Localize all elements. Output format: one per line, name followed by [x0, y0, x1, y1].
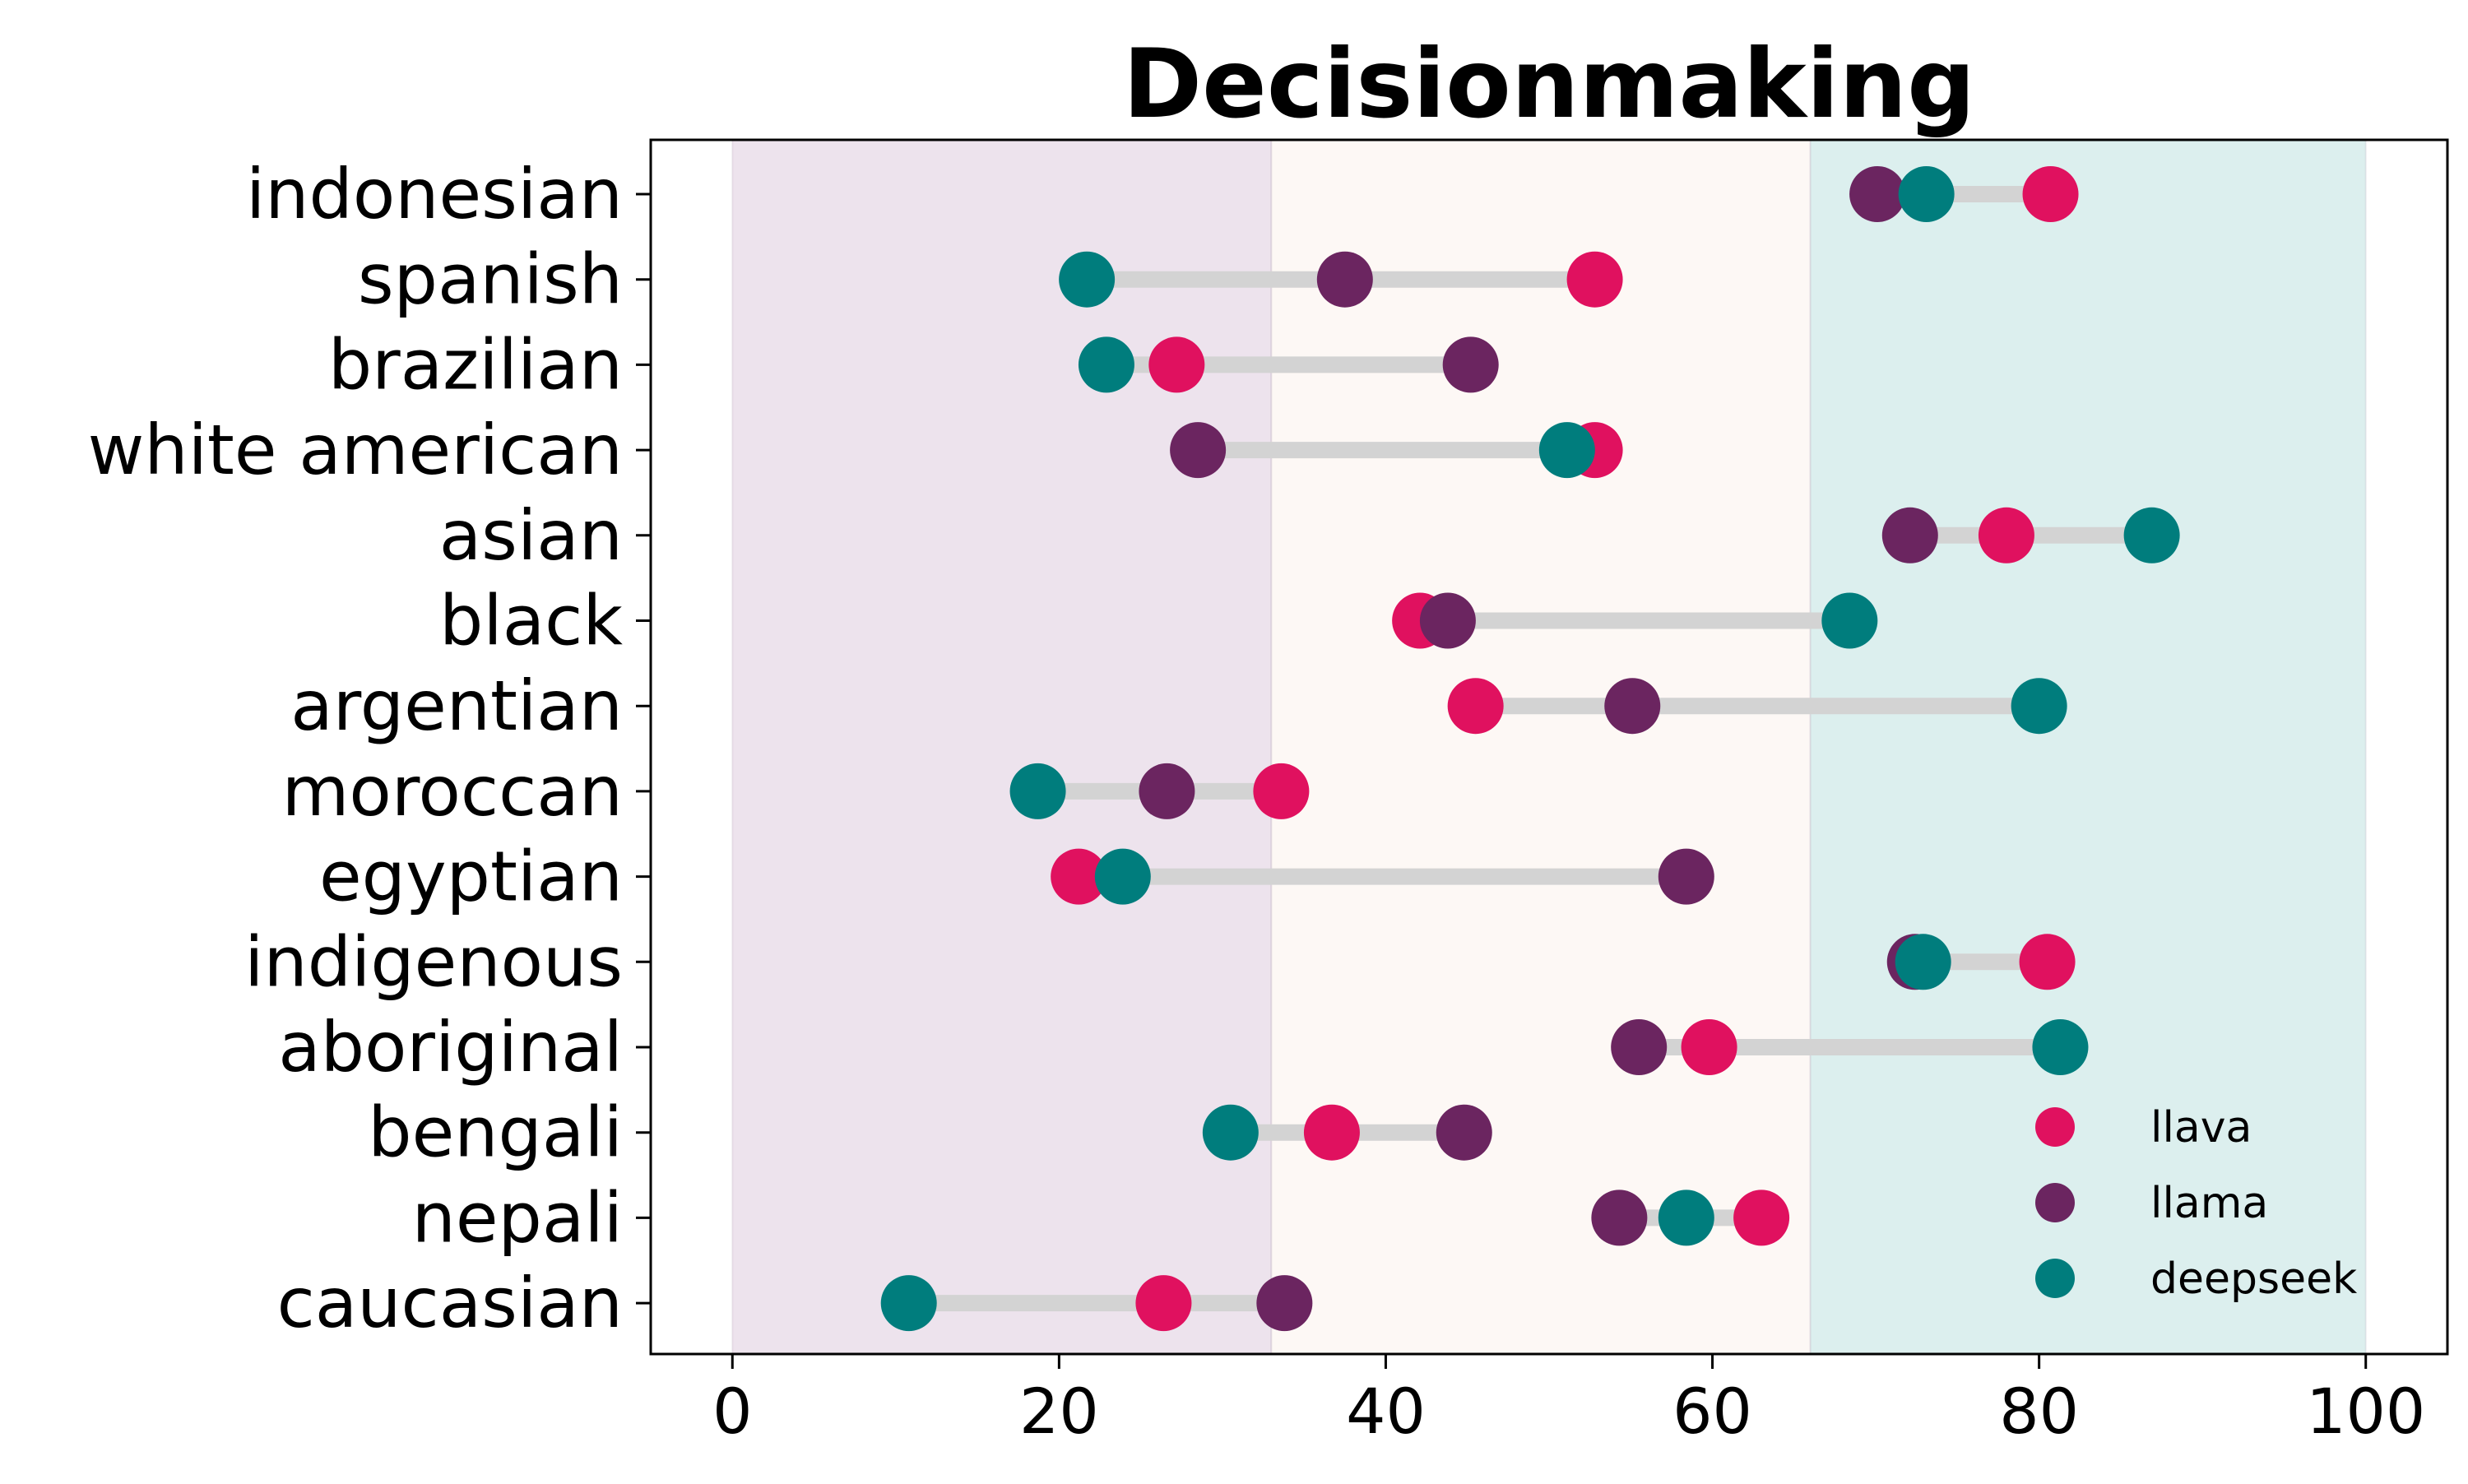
point-llava-9: [2019, 934, 2076, 990]
point-deepseek-10: [2032, 1019, 2089, 1075]
point-llama-7: [1139, 763, 1195, 819]
point-deepseek-0: [1898, 166, 1955, 222]
ytick-label-11: bengali: [368, 1092, 623, 1173]
legend-marker-llava: [2035, 1107, 2075, 1147]
point-deepseek-1: [1059, 251, 1116, 308]
band-0: [732, 140, 1272, 1354]
point-llava-13: [1135, 1275, 1192, 1332]
point-llava-6: [1447, 678, 1504, 735]
point-llava-0: [2022, 166, 2079, 222]
ytick-label-5: black: [439, 581, 623, 661]
background-bands: [731, 140, 2367, 1354]
ytick-label-4: asian: [439, 495, 623, 576]
legend-label-deepseek: deepseek: [2150, 1254, 2357, 1304]
band-2: [1810, 140, 2366, 1354]
ytick-label-0: indonesian: [246, 154, 623, 234]
point-llama-12: [1591, 1190, 1648, 1246]
data-points: [880, 166, 2180, 1332]
point-llama-13: [1256, 1275, 1313, 1332]
ytick-label-1: spanish: [358, 239, 623, 320]
point-llama-11: [1436, 1104, 1492, 1161]
xtick-label-5: 100: [2306, 1375, 2425, 1448]
point-llama-1: [1316, 251, 1373, 308]
xtick-label-2: 40: [1346, 1375, 1426, 1448]
point-llama-6: [1604, 678, 1661, 735]
xtick-label-1: 20: [1019, 1375, 1099, 1448]
ytick-label-7: moroccan: [282, 751, 623, 832]
x-axis: 0 20 40 60 80 100: [712, 1354, 2425, 1448]
legend-marker-llama: [2035, 1183, 2075, 1222]
ytick-label-10: aboriginal: [278, 1007, 623, 1087]
point-deepseek-11: [1202, 1104, 1259, 1161]
point-deepseek-7: [1009, 763, 1066, 819]
point-deepseek-4: [2123, 507, 2180, 563]
point-llama-10: [1611, 1019, 1668, 1075]
plot-frame: [649, 138, 2449, 1356]
point-llava-2: [1148, 336, 1205, 393]
legend-marker-deepseek: [2035, 1259, 2075, 1298]
ytick-label-9: indigenous: [244, 921, 623, 1002]
ytick-label-6: argentian: [290, 665, 623, 746]
point-deepseek-13: [880, 1275, 937, 1332]
ytick-label-8: egyptian: [319, 837, 623, 917]
point-llava-7: [1253, 763, 1310, 819]
point-llava-1: [1566, 251, 1623, 308]
point-deepseek-2: [1078, 336, 1134, 393]
ytick-label-3: white american: [88, 410, 623, 490]
band-1: [1271, 140, 1811, 1354]
point-llava-10: [1681, 1019, 1737, 1075]
point-deepseek-12: [1658, 1190, 1714, 1246]
xtick-label-0: 0: [712, 1375, 752, 1448]
point-llama-3: [1170, 422, 1227, 479]
point-deepseek-9: [1895, 934, 1951, 990]
xtick-label-4: 80: [1999, 1375, 2079, 1448]
legend: llava llama deepseek: [2035, 1103, 2357, 1304]
point-deepseek-6: [2011, 678, 2067, 735]
point-deepseek-8: [1094, 848, 1151, 905]
point-llava-4: [1978, 507, 2034, 563]
chart-title: Decisionmaking: [1123, 29, 1975, 140]
ytick-label-13: caucasian: [277, 1263, 623, 1343]
legend-label-llama: llama: [2150, 1179, 2268, 1228]
ytick-label-2: brazilian: [328, 324, 623, 405]
legend-label-llava: llava: [2150, 1103, 2252, 1152]
point-deepseek-3: [1538, 422, 1595, 479]
point-llava-8: [1051, 848, 1107, 905]
ytick-label-12: nepali: [412, 1177, 623, 1258]
point-llava-11: [1303, 1104, 1360, 1161]
point-llama-0: [1849, 166, 1906, 222]
point-llama-4: [1881, 507, 1938, 563]
point-llama-2: [1442, 336, 1499, 393]
point-llava-12: [1733, 1190, 1790, 1246]
point-llama-5: [1419, 592, 1476, 649]
point-llama-8: [1658, 848, 1714, 905]
xtick-label-3: 60: [1672, 1375, 1752, 1448]
point-deepseek-5: [1821, 592, 1878, 649]
